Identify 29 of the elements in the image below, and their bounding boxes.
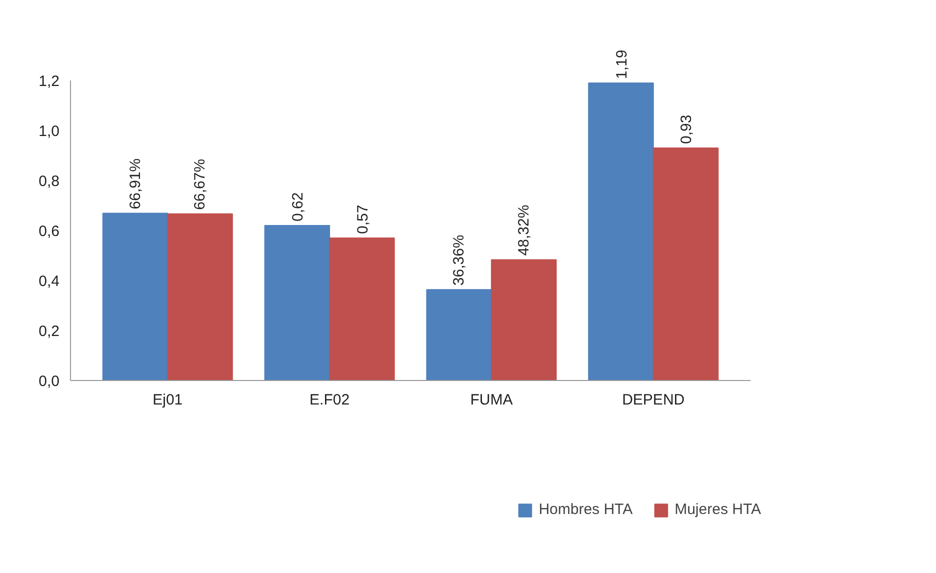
data-label: 0,62 <box>290 192 307 222</box>
data-label: 48,32% <box>515 204 532 256</box>
y-tick-label: 1,2 <box>38 73 60 90</box>
bar <box>426 289 492 380</box>
data-label: 0,93 <box>678 114 696 144</box>
bar <box>490 259 557 380</box>
bar <box>652 148 719 380</box>
x-tick-label: E.F02 <box>310 392 350 408</box>
data-label: 0,57 <box>354 204 372 234</box>
x-tick-label: DEPEND <box>622 392 685 408</box>
bar <box>102 212 168 380</box>
bar <box>167 213 233 380</box>
data-label: 66,91% <box>126 158 144 210</box>
bar <box>329 238 395 380</box>
bar <box>588 82 654 380</box>
y-tick-label: 0,4 <box>38 273 60 290</box>
y-tick-label: 0,8 <box>38 173 60 190</box>
legend-label: Mujeres HTA <box>674 501 761 518</box>
y-tick-label: 0,0 <box>38 373 60 390</box>
y-tick-label: 0,2 <box>38 323 60 340</box>
data-label: 36,36% <box>450 234 468 286</box>
x-tick-label: FUMA <box>470 392 513 408</box>
y-tick-label: 1,0 <box>38 123 60 140</box>
bar <box>264 225 330 380</box>
legend-label: Hombres HTA <box>538 501 633 518</box>
data-label: 1,19 <box>613 50 630 79</box>
data-label: 66,67% <box>192 158 209 210</box>
y-tick-label: 0,6 <box>38 223 60 240</box>
x-tick-label: Ej01 <box>152 392 183 408</box>
